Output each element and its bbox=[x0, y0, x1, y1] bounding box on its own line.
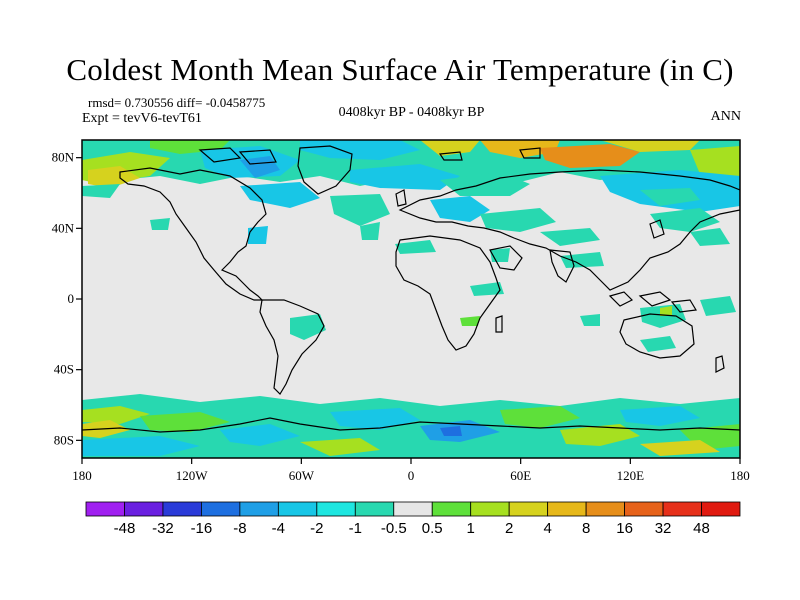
colorbar-label: -2 bbox=[310, 520, 323, 537]
map-plot-area bbox=[82, 140, 740, 458]
coastlines bbox=[82, 145, 740, 433]
colorbar-swatch bbox=[316, 501, 356, 517]
lon-tick-label: 180 bbox=[730, 468, 750, 483]
colorbar-label: 48 bbox=[693, 520, 710, 537]
lat-tick-label: 80N bbox=[52, 150, 75, 165]
colorbar-swatch bbox=[431, 501, 472, 517]
lon-tick-label: 0 bbox=[408, 468, 415, 483]
tropical-anomaly-patches bbox=[290, 282, 736, 352]
lat-tick-label: 40S bbox=[54, 362, 74, 377]
colorbar-label: -4 bbox=[272, 520, 285, 537]
lon-tick-label: 60W bbox=[289, 468, 315, 483]
colorbar-label: 32 bbox=[655, 520, 672, 537]
colorbar-swatch bbox=[277, 501, 318, 517]
antarctic-anomaly-band bbox=[82, 394, 740, 458]
lat-tick-label: 80S bbox=[54, 432, 74, 447]
colorbar-swatch bbox=[585, 501, 625, 517]
colorbar-swatch bbox=[662, 501, 702, 517]
colorbar-label: 0.5 bbox=[422, 520, 443, 537]
colorbar-label: -32 bbox=[152, 520, 174, 537]
lon-tick-label: 120W bbox=[176, 468, 209, 483]
colorbar-label: 8 bbox=[582, 520, 590, 537]
colorbar-label: 2 bbox=[505, 520, 513, 537]
lat-tick-label: 40N bbox=[52, 220, 75, 235]
colorbar-swatch bbox=[508, 501, 549, 517]
colorbar-label: 16 bbox=[616, 520, 633, 537]
colorbar-swatch bbox=[201, 501, 241, 517]
colorbar-label: 1 bbox=[467, 520, 475, 537]
colorbar-swatch bbox=[124, 501, 164, 517]
colorbar-swatch bbox=[85, 501, 125, 517]
colorbar-label: -0.5 bbox=[381, 520, 407, 537]
period-label: 0408kyr BP - 0408kyr BP bbox=[338, 105, 485, 120]
colorbar-label: 4 bbox=[543, 520, 551, 537]
lat-tick-label: 0 bbox=[68, 291, 75, 306]
lon-tick-label: 60E bbox=[510, 468, 531, 483]
colorbar-label: -1 bbox=[349, 520, 362, 537]
lon-tick-label: 120E bbox=[617, 468, 645, 483]
colorbar-label: -8 bbox=[233, 520, 246, 537]
colorbar: -48 -32 -16 -8 -4 -2 -1 -0.5 0.5 1 2 4 8 16 32 48 bbox=[85, 501, 741, 537]
season-label: ANN bbox=[710, 109, 741, 124]
colorbar-label: -16 bbox=[191, 520, 213, 537]
colorbar-swatch bbox=[239, 501, 279, 517]
chart-title: Coldest Month Mean Surface Air Temperatu… bbox=[66, 52, 734, 87]
colorbar-swatch bbox=[547, 501, 587, 517]
colorbar-swatch bbox=[393, 501, 433, 517]
colorbar-label: -48 bbox=[114, 520, 136, 537]
lon-tick-label: 180 bbox=[72, 468, 92, 483]
colorbar-swatch bbox=[470, 501, 510, 517]
colorbar-swatch bbox=[624, 501, 664, 517]
colorbar-swatch bbox=[701, 501, 741, 517]
latitude-axis: 80N 40N 0 40S 80S bbox=[52, 150, 82, 447]
colorbar-swatch bbox=[162, 501, 202, 517]
colorbar-swatch bbox=[354, 501, 395, 517]
stats-label: rmsd= 0.730556 diff= -0.0458775 bbox=[88, 95, 266, 110]
experiment-label: Expt = tevV6-tevT61 bbox=[82, 111, 202, 126]
longitude-axis: 180 120W 60W 0 60E 120E 180 bbox=[72, 458, 750, 483]
